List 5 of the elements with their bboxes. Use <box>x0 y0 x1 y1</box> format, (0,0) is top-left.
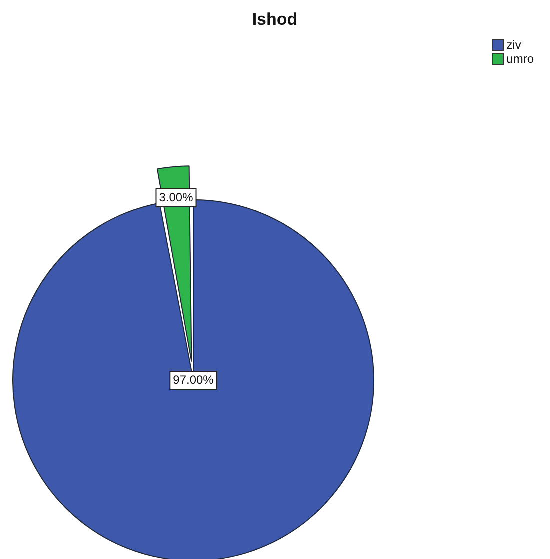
chart-title: Ishod <box>251 10 299 30</box>
data-label: 97.00% <box>173 372 214 387</box>
legend-label: umro <box>506 52 534 66</box>
legend-label: ziv <box>506 38 522 52</box>
data-label: 3.00% <box>159 190 194 204</box>
